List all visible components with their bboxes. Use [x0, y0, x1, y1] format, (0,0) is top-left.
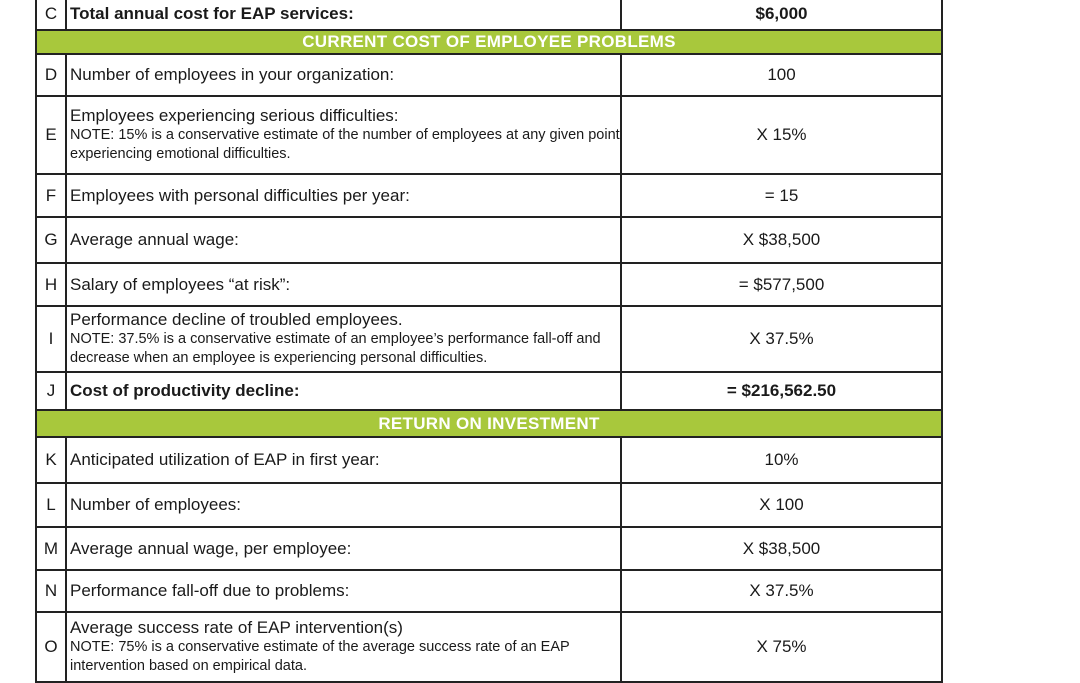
row-letter: E — [37, 97, 67, 173]
table-row: N Performance fall-off due to problems: X … — [35, 571, 943, 613]
row-letter: G — [37, 218, 67, 262]
row-value: X $38,500 — [742, 538, 821, 558]
table-row: F Employees with personal difficulties pe… — [35, 175, 943, 218]
table-row: H Salary of employees “at risk”: = $577,50… — [35, 264, 943, 307]
row-label-cell: Salary of employees “at risk”: — [67, 264, 622, 305]
table-row: L Number of employees: X 100 — [35, 484, 943, 528]
row-letter: H — [37, 264, 67, 305]
row-label: Number of employees in your organization… — [70, 65, 395, 84]
row-label-cell: Cost of productivity decline: — [67, 373, 622, 409]
row-label: Performance fall-off due to problems: — [70, 581, 350, 600]
table-row: E Employees experiencing serious difficul… — [35, 97, 943, 175]
row-label-cell: Number of employees: — [67, 484, 622, 526]
table-row: C Total annual cost for EAP services: $6,0… — [35, 0, 943, 31]
table-row: I Performance decline of troubled employe… — [35, 307, 943, 373]
row-letter: I — [37, 307, 67, 371]
row-value: = $216,562.50 — [726, 381, 837, 400]
section-header: RETURN ON INVESTMENT — [35, 411, 943, 438]
row-label: Employees with personal difficulties per… — [70, 185, 410, 205]
row-letter: O — [37, 613, 67, 681]
section-header: CURRENT COST OF EMPLOYEE PROBLEMS — [35, 31, 943, 55]
table-row: D Number of employees in your organizatio… — [35, 55, 943, 97]
row-letter: M — [37, 528, 67, 569]
row-label-cell: Anticipated utilization of EAP in first … — [67, 438, 622, 482]
row-label-cell: Average success rate of EAP intervention… — [67, 613, 622, 681]
row-label-cell: Average annual wage: — [67, 218, 622, 262]
row-label: Salary of employees “at risk”: — [70, 274, 291, 294]
row-value: 100 — [767, 65, 796, 84]
row-label: Number of employees: — [70, 495, 242, 514]
row-value: X 100 — [759, 495, 804, 514]
row-value: X $38,500 — [742, 230, 821, 249]
row-value: X 37.5% — [749, 581, 814, 600]
table-row: M Average annual wage, per employee: X $38… — [35, 528, 943, 571]
row-value: 10% — [764, 450, 799, 469]
row-letter: D — [37, 55, 67, 95]
row-value: = 15 — [764, 185, 799, 205]
row-label-cell: Employees experiencing serious difficult… — [67, 97, 622, 173]
row-value: X 15% — [756, 125, 807, 144]
row-label: Cost of productivity decline: — [70, 381, 300, 400]
table-row: K Anticipated utilization of EAP in first… — [35, 438, 943, 484]
row-value: X 37.5% — [749, 329, 814, 348]
row-value: = $577,500 — [738, 274, 825, 294]
row-letter: J — [37, 373, 67, 409]
row-label: Performance decline of troubled employee… — [70, 310, 403, 330]
row-note: NOTE: 37.5% is a conservative estimate o… — [70, 331, 601, 366]
row-letter: C — [37, 0, 67, 29]
row-letter: F — [37, 175, 67, 216]
table-row: G Average annual wage: X $38,500 — [35, 218, 943, 264]
row-label-cell: Average annual wage, per employee: — [67, 528, 622, 569]
row-label-cell: Employees with personal difficulties per… — [67, 175, 622, 216]
row-label: Anticipated utilization of EAP in first … — [70, 450, 380, 469]
row-letter: L — [37, 484, 67, 526]
row-label-cell: Number of employees in your organization… — [67, 55, 622, 95]
row-value: $6,000 — [755, 3, 808, 23]
table-row: J Cost of productivity decline: = $216,562… — [35, 373, 943, 411]
row-label-cell: Total annual cost for EAP services: — [67, 0, 622, 29]
table-row: O Average success rate of EAP interventio… — [35, 613, 943, 683]
row-label: Average annual wage: — [70, 230, 239, 249]
row-label: Average annual wage, per employee: — [70, 538, 352, 558]
row-note: NOTE: 75% is a conservative estimate of … — [70, 639, 570, 674]
row-letter: K — [37, 438, 67, 482]
row-label-cell: Performance decline of troubled employee… — [67, 307, 622, 371]
row-label-cell: Performance fall-off due to problems: — [67, 571, 622, 611]
row-letter: N — [37, 571, 67, 611]
row-label: Average success rate of EAP intervention… — [70, 618, 403, 638]
row-value: X 75% — [756, 637, 807, 656]
row-label: Employees experiencing serious difficult… — [70, 106, 399, 126]
row-label: Total annual cost for EAP services: — [70, 3, 354, 23]
row-note: NOTE: 15% is a conservative estimate of … — [70, 127, 620, 162]
